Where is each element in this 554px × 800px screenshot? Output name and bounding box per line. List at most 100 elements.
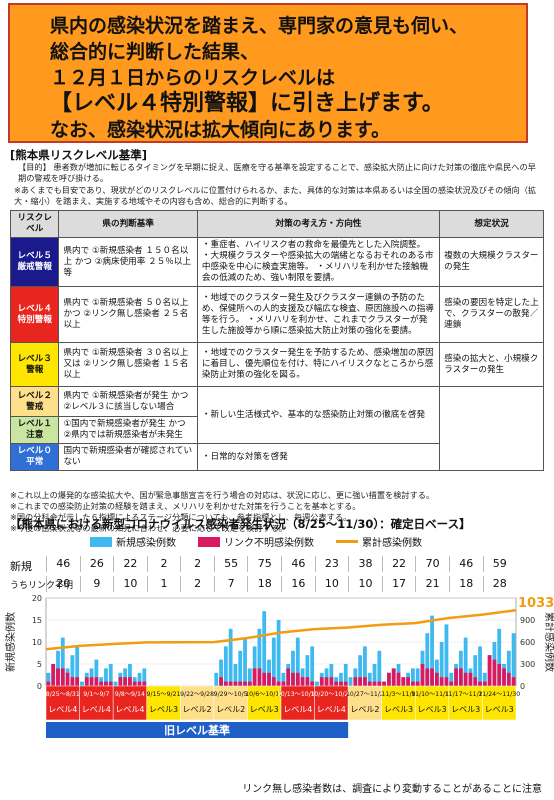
bar-unlinked <box>137 681 142 686</box>
bar-unlinked <box>367 681 372 686</box>
bar-unlinked <box>99 681 104 686</box>
bar-unlinked <box>334 681 339 686</box>
bar-new <box>132 677 137 686</box>
level-cell: レベル２ 警戒 <box>9 386 60 417</box>
y2-tick-label: 300 <box>520 660 535 669</box>
bar-unlinked <box>291 672 295 686</box>
criteria-purpose: 【目的】 患者数が増加に転じるタイミングを早期に捉え、医療を守る基準を設定するこ… <box>18 162 536 183</box>
y2-tick-label: 600 <box>520 638 535 647</box>
bar-unlinked <box>132 681 137 686</box>
bar-unlinked <box>128 677 132 686</box>
bar-unlinked <box>252 668 257 686</box>
level-band-cell <box>45 685 80 721</box>
weekly-new-cell: 59 <box>482 556 517 572</box>
footnote: ※これまでの感染防止対策の経験を踏まえ、メリハリを利かせた対策を行うことを基本と… <box>10 501 361 511</box>
legend-cumulative: 累計感染例数 <box>336 534 422 549</box>
bar-unlinked <box>410 681 415 686</box>
level-label: レベル2 <box>350 705 379 714</box>
policy-cell: ・地域でのクラスター発生を予防するため、感染増加の原因に着目し、優先順位を付け、… <box>196 342 441 387</box>
bar-new <box>60 637 65 686</box>
weekly-unlinked-cell: 16 <box>281 576 315 592</box>
bar-unlinked <box>454 668 458 686</box>
weekly-unlinked-cell: 10 <box>314 576 349 592</box>
bar-unlinked <box>56 668 60 686</box>
bar-unlinked <box>310 681 315 686</box>
policy-cell: ・日常的な対策を啓発 <box>196 443 441 471</box>
bar-unlinked <box>502 668 506 686</box>
bar-unlinked <box>343 681 348 686</box>
row-new-label: 新規 <box>10 560 32 573</box>
bar-new <box>46 672 51 686</box>
y2-tick-label: 900 <box>520 616 535 625</box>
old-level-label: 旧レベル基準 <box>164 723 230 737</box>
criteria-cell: 県内で ①新規感染者 ３０名以上 又は ②リンク無し感染者 １５名以上 <box>58 342 198 387</box>
table-row: レベル２ 警戒 県内で ①新規感染者が発生 かつ ②レベル３に該当しない場合 ・… <box>9 386 544 471</box>
y-tick-label: 15 <box>32 616 42 625</box>
bar-unlinked <box>420 664 425 686</box>
level-cell: レベル０ 平常 <box>9 443 60 471</box>
bar-unlinked <box>319 677 324 686</box>
weekly-new-cell: 75 <box>247 556 281 572</box>
bar-unlinked <box>104 681 108 686</box>
weekly-unlinked-cell: 10 <box>348 576 382 592</box>
weekly-new-cell: 23 <box>314 556 349 572</box>
bar-unlinked <box>377 681 382 686</box>
bar-unlinked <box>506 672 511 686</box>
bar-unlinked <box>387 672 391 686</box>
bar-unlinked <box>444 677 449 686</box>
legend-label-new: 新規感染例数 <box>116 538 176 549</box>
level-cell: レベル４ 特別警報 <box>9 286 60 343</box>
bar-new <box>343 664 348 686</box>
footnote: ※これ以上の爆発的な感染拡大や、国が緊急事態宣言を行う場合の対応は、状況に応じ、… <box>10 490 435 500</box>
banner-line-2: 総合的に判断した結果、 <box>50 41 260 63</box>
bar-new <box>305 655 310 686</box>
level-label: レベル2 <box>183 705 212 714</box>
bar-new <box>458 650 463 686</box>
weekly-new-cell: 22 <box>381 556 416 572</box>
criteria-cell: ①国内で新規感染者が発生 かつ ②県内では新規感染者が未発生 <box>58 416 198 444</box>
weekly-new-cell: 2 <box>146 556 181 572</box>
bar-unlinked <box>70 677 75 686</box>
weekly-unlinked-cell: 21 <box>415 576 449 592</box>
legend-swatch-unlinked <box>198 536 220 547</box>
weekly-unlinked-cell: 17 <box>381 576 416 592</box>
bar-unlinked <box>223 681 228 686</box>
bar-new <box>434 659 439 686</box>
bar-unlinked <box>406 677 410 686</box>
bar-new <box>449 672 454 686</box>
week-label: 10/27～11/2 <box>346 691 384 698</box>
situation-cell: 複数の大規模クラスターの発生 <box>439 237 544 287</box>
bar-unlinked <box>108 681 113 686</box>
bar-unlinked <box>324 677 329 686</box>
bar-new <box>267 659 271 686</box>
bar-new <box>276 620 281 686</box>
bar-unlinked <box>243 681 247 686</box>
bar-new <box>137 672 142 686</box>
situation-cell: 感染の要因を特定した上で、クラスターの散発／連鎖 <box>439 286 544 343</box>
bar-unlinked <box>449 681 454 686</box>
y-tick-label: 20 <box>32 594 42 603</box>
chart-section-title: 【熊本県における新型コロナウイルス感染者発生状況（8/25～11/30）：確定日… <box>10 517 471 531</box>
bar-unlinked <box>65 672 70 686</box>
policy-cell: ・地域でのクラスター発生及びクラスター連鎖の予防のため、保健所への人的支援及び幅… <box>196 286 441 343</box>
bar-unlinked <box>300 677 305 686</box>
weekly-new-cell: 2 <box>180 556 214 572</box>
table-header-row: リスクレベル 県の判断基準 対策の考え方・方向性 想定状況 <box>9 210 544 238</box>
bar-unlinked <box>358 677 363 686</box>
y2-tick-label: 0 <box>520 682 525 691</box>
bar-unlinked <box>94 677 99 686</box>
bar-new <box>257 628 262 686</box>
bar-new <box>113 681 118 686</box>
bar-unlinked <box>382 681 387 686</box>
bar-unlinked <box>60 668 65 686</box>
legend-unlinked: リンク不明感染例数 <box>198 534 314 549</box>
bar-new <box>339 672 343 686</box>
bar-unlinked <box>463 672 468 686</box>
bar-unlinked <box>473 677 478 686</box>
bar-unlinked <box>372 681 377 686</box>
bar-new <box>439 642 444 686</box>
weekly-unlinked-cell: 9 <box>79 576 114 592</box>
bar-new <box>108 664 113 686</box>
bar-new <box>228 628 233 686</box>
bar-unlinked <box>353 677 358 686</box>
